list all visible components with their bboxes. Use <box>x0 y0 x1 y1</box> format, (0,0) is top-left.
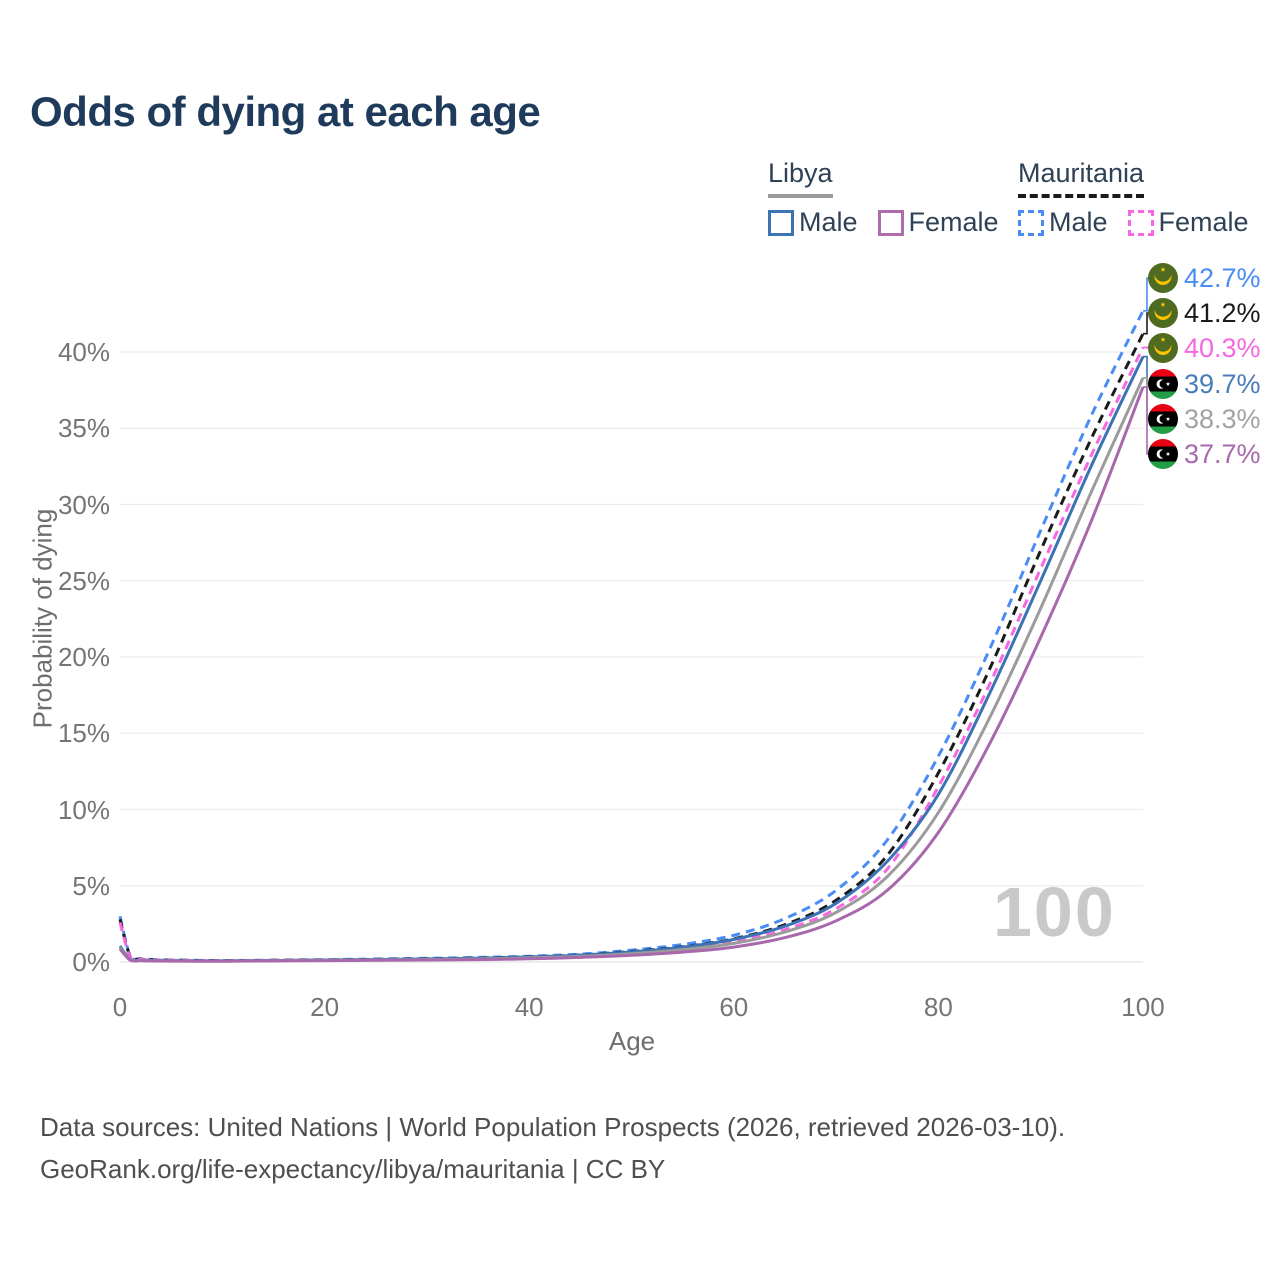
curve-mauritania-female[interactable] <box>118 346 1145 963</box>
end-label-row: 40.3% <box>1148 331 1261 365</box>
y-tick-label: 0% <box>72 947 110 977</box>
end-label-value: 39.7% <box>1184 368 1261 399</box>
libya-flag-icon <box>1148 439 1178 469</box>
curve-libya-female[interactable] <box>118 386 1145 963</box>
end-label-row: 37.7% <box>1148 437 1261 471</box>
y-tick-label: 20% <box>57 642 110 672</box>
x-tick-label: 80 <box>923 992 953 1022</box>
curve-libya-male[interactable] <box>118 355 1145 963</box>
end-label-row: 38.3% <box>1148 402 1261 436</box>
end-label-row: 41.2% <box>1148 296 1261 330</box>
mauritania-male-checkbox[interactable] <box>1018 209 1044 236</box>
x-tick-label: 100 <box>1121 992 1165 1022</box>
legend-label-libya-male: Male <box>799 207 858 237</box>
curve-mauritania-male[interactable] <box>118 310 1145 962</box>
end-label-value: 38.3% <box>1184 403 1261 434</box>
libya-female-checkbox[interactable] <box>877 209 904 236</box>
mauritania-flag-icon <box>1148 298 1178 328</box>
end-label-value: 37.7% <box>1184 438 1261 469</box>
libya-flag-icon <box>1148 369 1178 399</box>
y-tick-label: 30% <box>57 489 110 520</box>
y-tick-label: 25% <box>57 565 110 596</box>
x-tick-label: 0 <box>112 992 128 1022</box>
mauritania-flag-icon <box>1148 333 1178 363</box>
legend-item-libya-female[interactable]: Female <box>877 207 999 238</box>
mauritania-flag-icon <box>1148 263 1178 293</box>
legend-label-mauritania-female: Female <box>1158 207 1249 237</box>
legend-group-libya: Libya Male Female <box>768 158 999 238</box>
legend-item-mauritania-female[interactable]: Female <box>1127 207 1249 238</box>
y-tick-label: 10% <box>57 794 110 825</box>
x-tick-label: 40 <box>514 992 544 1022</box>
footer: Data sources: United Nations | World Pop… <box>40 1106 1065 1190</box>
legend-label-libya-female: Female <box>908 207 999 237</box>
x-axis-title: Age <box>608 1026 656 1056</box>
y-tick-label: 5% <box>72 870 110 901</box>
legend-group-title-mauritania: Mauritania <box>1018 158 1145 198</box>
end-label-row: 42.7% <box>1148 261 1261 295</box>
libya-male-checkbox[interactable] <box>768 209 794 236</box>
footer-attribution: GeoRank.org/life-expectancy/libya/maurit… <box>40 1154 666 1184</box>
legend-group-mauritania: Mauritania Male Female <box>1018 158 1249 238</box>
end-label-value: 42.7% <box>1184 262 1261 293</box>
y-tick-label: 35% <box>57 413 110 444</box>
legend-row-mauritania: Male Female <box>1018 207 1249 238</box>
legend-item-libya-male[interactable]: Male <box>768 207 858 238</box>
libya-flag-icon <box>1148 404 1178 434</box>
legend-row-libya: Male Female <box>768 207 999 238</box>
legend-item-mauritania-male[interactable]: Male <box>1018 207 1108 238</box>
end-label-value: 41.2% <box>1184 297 1261 328</box>
legend-group-title-libya: Libya <box>768 158 833 198</box>
chart-title: Odds of dying at each age <box>30 88 541 135</box>
x-tick-label: 60 <box>719 992 749 1022</box>
legend-label-mauritania-male: Male <box>1049 207 1108 237</box>
end-label-value: 40.3% <box>1184 332 1261 363</box>
y-axis-title: Probability of dying <box>27 508 58 729</box>
mauritania-female-checkbox[interactable] <box>1127 209 1154 236</box>
y-tick-label: 15% <box>57 718 110 749</box>
end-label-row: 39.7% <box>1148 367 1261 401</box>
age-watermark: 100 <box>993 873 1116 951</box>
y-tick-label: 40% <box>57 337 110 367</box>
footer-data-sources: Data sources: United Nations | World Pop… <box>40 1112 1066 1142</box>
x-tick-label: 20 <box>310 992 340 1022</box>
